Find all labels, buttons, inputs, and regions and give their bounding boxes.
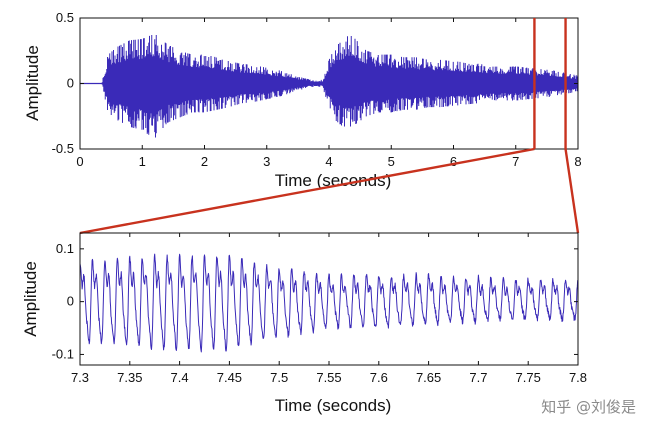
zoom-x-tick-label: 7.65 (416, 370, 441, 385)
zoom-y-tick-label: 0 (67, 294, 74, 309)
overview-y-axis-label: Amplitude (23, 45, 42, 121)
overview-x-tick-label: 7 (512, 154, 519, 169)
zoom-series-path (79, 253, 579, 353)
zoom-y-tick-label: -0.1 (52, 346, 74, 361)
zoom-y-ticks: 0.1 0 -0.1 (52, 241, 578, 361)
zoom-x-tick-label: 7.4 (171, 370, 189, 385)
zoom-connector (79, 18, 580, 235)
zoom-x-tick-label: 7.35 (117, 370, 142, 385)
overview-x-axis-label: Time (seconds) (275, 171, 392, 190)
zoom-x-tick-label: 7.7 (469, 370, 487, 385)
overview-x-tick-label: 3 (263, 154, 270, 169)
zoom-y-tick-label: 0.1 (56, 241, 74, 256)
zoom-x-tick-label: 7.6 (370, 370, 388, 385)
zoom-waveform (79, 253, 579, 353)
overview-x-ticks: 0 1 2 3 4 5 6 7 8 (76, 18, 582, 169)
overview-y-tick-label: -0.5 (52, 141, 74, 156)
zoom-x-tick-label: 7.3 (71, 370, 89, 385)
zoom-y-axis-label: Amplitude (21, 261, 40, 337)
zoom-x-tick-label: 7.8 (569, 370, 587, 385)
overview-x-tick-label: 5 (388, 154, 395, 169)
overview-y-tick-label: 0 (67, 76, 74, 91)
zoom-x-axis-label: Time (seconds) (275, 396, 392, 415)
zoom-x-tick-label: 7.75 (516, 370, 541, 385)
zoom-x-ticks: 7.3 7.35 7.4 7.45 7.5 7.55 7.6 7.65 7.7 7.75 7.8 (71, 233, 587, 385)
watermark-text: 知乎 @刘俊是 (541, 398, 636, 416)
zoom-panel: 7.3 7.35 7.4 7.45 7.5 7.55 7.6 7.65 7.7 7.75 7.8 0… (21, 232, 587, 415)
overview-x-tick-label: 8 (574, 154, 581, 169)
overview-x-tick-label: 0 (76, 154, 83, 169)
zoom-connector-left (79, 147, 535, 235)
overview-x-tick-label: 4 (325, 154, 332, 169)
zoom-x-tick-label: 7.45 (217, 370, 242, 385)
overview-x-tick-label: 1 (139, 154, 146, 169)
zoom-x-tick-label: 7.5 (270, 370, 288, 385)
overview-y-tick-label: 0.5 (56, 10, 74, 25)
zoom-x-tick-label: 7.55 (316, 370, 341, 385)
zoom-connector-right (564, 148, 580, 234)
overview-x-tick-label: 2 (201, 154, 208, 169)
overview-x-tick-label: 6 (450, 154, 457, 169)
overview-y-ticks: 0.5 0 -0.5 (52, 10, 578, 156)
